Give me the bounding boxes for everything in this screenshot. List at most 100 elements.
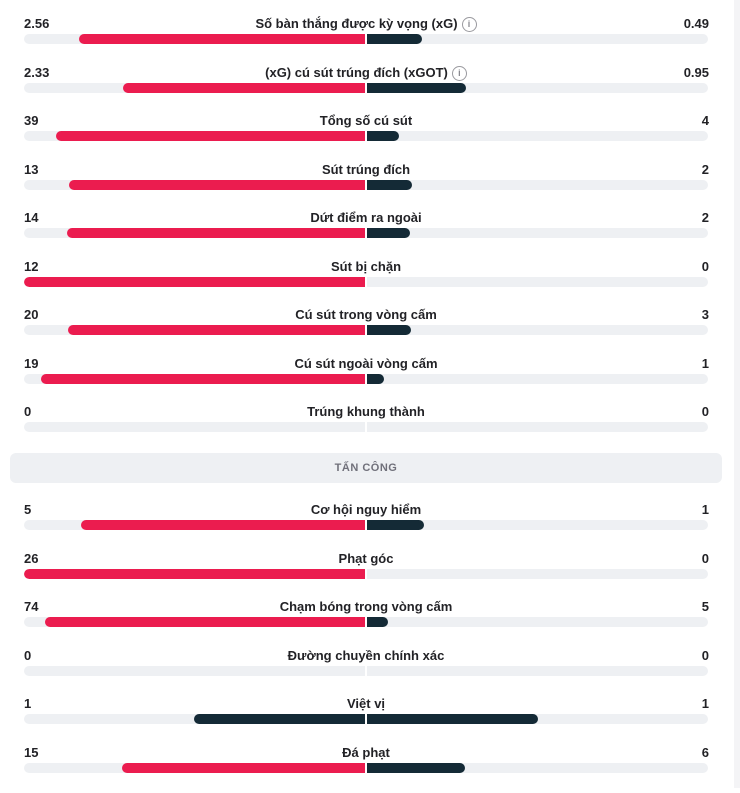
stat-label-text: Dứt điểm ra ngoài [310,210,422,225]
stat-label: Tổng số cú sút [0,113,732,129]
stat-row: 15 Đá phạt 6 [0,745,740,793]
home-bar-fill [81,520,365,530]
away-value: 1 [701,356,709,371]
home-bar-track [24,763,365,773]
away-value: 0 [701,404,709,419]
stat-label-text: Việt vị [346,696,386,711]
home-value: 2.56 [24,16,50,31]
stat-label-text: Phạt góc [338,551,394,566]
away-bar-fill [367,520,424,530]
away-bar-fill [367,83,466,93]
away-bar-track [367,763,708,773]
stat-row: 0 Đường chuyền chính xác 0 [0,648,740,696]
stat-label: Đá phạt [0,745,732,761]
home-bar-fill [24,277,365,287]
away-value: 0.49 [683,16,709,31]
away-bar-track [367,277,708,287]
away-bar-fill [367,374,384,384]
home-value: 39 [24,113,39,128]
home-bar-track [24,34,365,44]
stat-label: Cú sút ngoài vòng cấm [0,356,732,372]
stat-row: 20 Cú sút trong vòng cấm 3 [0,307,740,355]
home-value: 19 [24,356,39,371]
home-value: 13 [24,162,39,177]
home-bar-fill [24,569,365,579]
stat-label: Sút bị chặn [0,259,732,275]
stat-label: (xG) cú sút trúng đích (xGOT) i [0,65,732,81]
away-value: 6 [701,745,709,760]
stat-label-text: Trúng khung thành [307,404,425,419]
away-bar-track [367,131,708,141]
away-value: 1 [701,502,709,517]
info-icon[interactable]: i [451,66,467,81]
home-value: 74 [24,599,39,614]
stat-row: 5 Cơ hội nguy hiểm 1 [0,502,740,550]
away-bar-track [367,325,708,335]
stat-label: Chạm bóng trong vòng cấm [0,599,732,615]
home-bar-fill [56,131,365,141]
stat-label: Cú sút trong vòng cấm [0,307,732,323]
stat-label-text: Sút bị chặn [330,259,402,274]
away-value: 5 [701,599,709,614]
away-bar-track [367,83,708,93]
away-bar-fill [367,34,422,44]
away-bar-fill [367,131,399,141]
stat-label: Trúng khung thành [0,404,732,420]
home-value: 1 [24,696,32,711]
stat-row: 1 Việt vị 1 [0,696,740,744]
home-bar-track [24,277,365,287]
home-value: 26 [24,551,39,566]
home-value: 2.33 [24,65,50,80]
stat-label: Dứt điểm ra ngoài [0,210,732,226]
home-value: 14 [24,210,39,225]
stat-label-text: Số bàn thắng được kỳ vọng (xG) [255,16,458,31]
away-value: 2 [701,210,709,225]
away-bar-track [367,666,708,676]
away-value: 0 [701,551,709,566]
home-bar-track [24,617,365,627]
home-bar-track [24,666,365,676]
home-bar-fill [194,714,365,724]
home-bar-fill [41,374,365,384]
stat-row: 26 Phạt góc 0 [0,551,740,599]
home-bar-fill [68,325,365,335]
stat-row: 2.56 Số bàn thắng được kỳ vọng (xG) i 0.49 [0,16,740,64]
home-bar-fill [123,83,365,93]
stat-row: 2.33 (xG) cú sút trúng đích (xGOT) i 0.95 [0,65,740,113]
away-bar-fill [367,714,538,724]
stat-label: Đường chuyền chính xác [0,648,732,664]
stat-label: Việt vị [0,696,732,712]
stat-label-text: Chạm bóng trong vòng cấm [279,599,453,614]
away-bar-fill [367,180,412,190]
stat-row: 14 Dứt điểm ra ngoài 2 [0,210,740,258]
home-bar-fill [67,228,365,238]
home-value: 0 [24,648,32,663]
stat-label: Sút trúng đích [0,162,732,178]
away-bar-track [367,714,708,724]
stat-row: 74 Chạm bóng trong vòng cấm 5 [0,599,740,647]
stat-row: 19 Cú sút ngoài vòng cấm 1 [0,356,740,404]
stat-label: Phạt góc [0,551,732,567]
home-bar-track [24,374,365,384]
away-bar-track [367,520,708,530]
home-bar-track [24,422,365,432]
away-bar-track [367,569,708,579]
info-icon[interactable]: i [461,17,477,32]
home-bar-track [24,131,365,141]
stat-label-text: Tổng số cú sút [319,113,413,128]
away-value: 0.95 [683,65,709,80]
away-bar-fill [367,228,410,238]
stat-label-text: Cú sút ngoài vòng cấm [294,356,438,371]
home-bar-fill [69,180,365,190]
away-bar-track [367,617,708,627]
away-value: 0 [701,259,709,274]
away-bar-track [367,180,708,190]
home-value: 20 [24,307,39,322]
stat-label-text: Đá phạt [342,745,390,760]
home-bar-track [24,714,365,724]
away-bar-fill [367,325,411,335]
stat-label: Cơ hội nguy hiểm [0,502,732,518]
away-value: 4 [701,113,709,128]
scrollbar[interactable] [734,0,740,788]
